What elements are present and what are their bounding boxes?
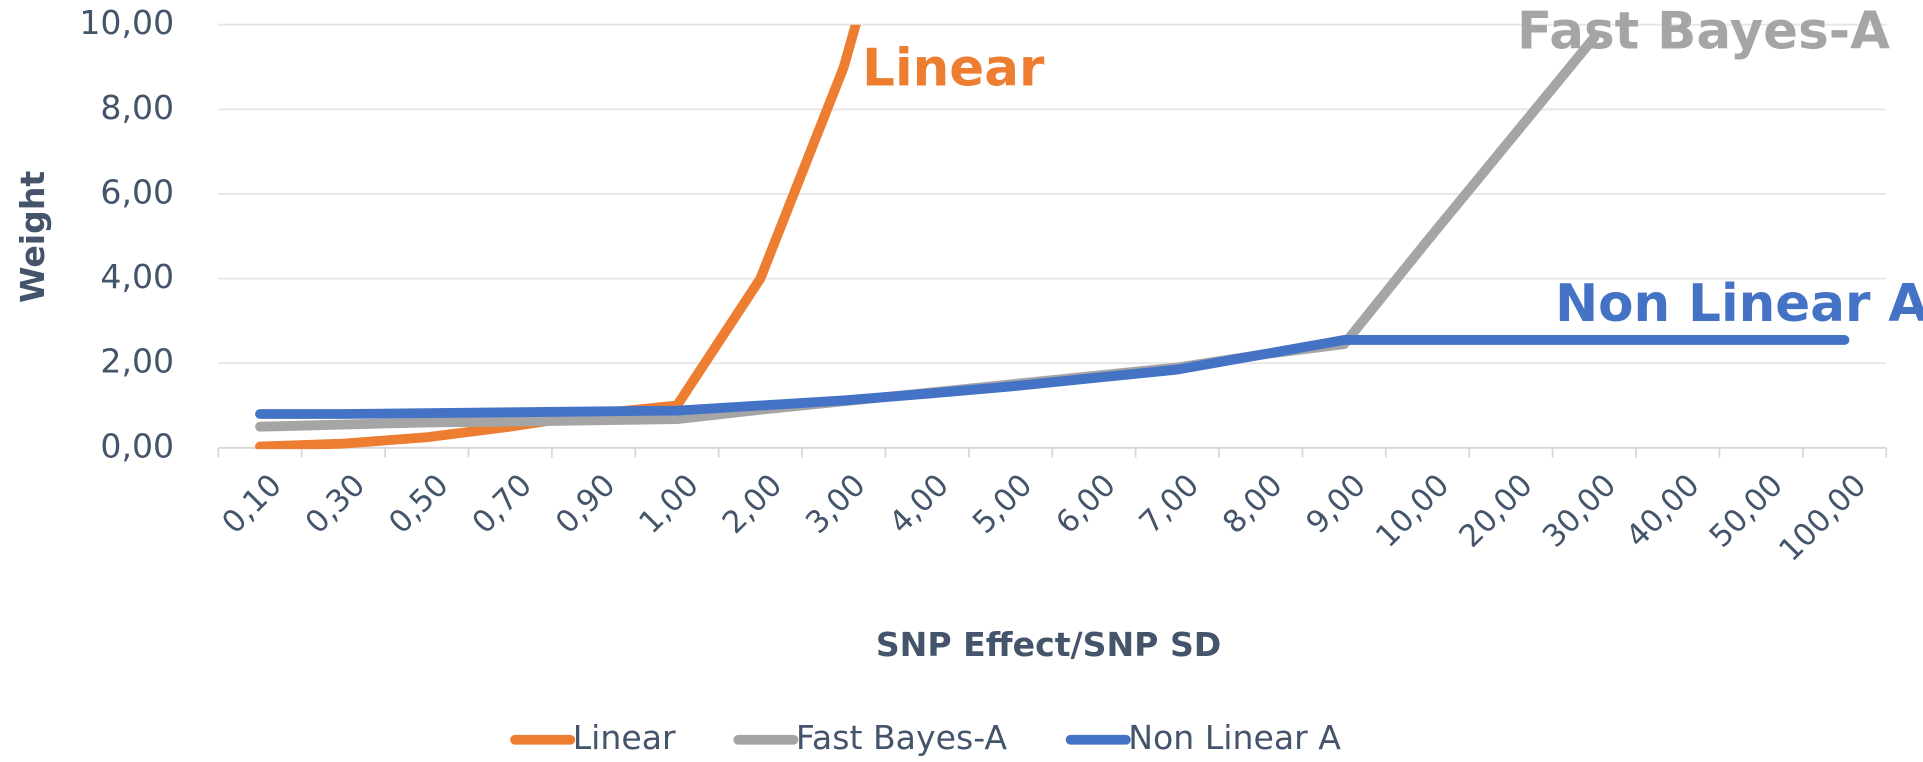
- series-line: [255, 24, 861, 450]
- x-tick-label: 20,00: [1453, 468, 1540, 555]
- plot-area: [255, 24, 1850, 450]
- x-tick-label: 100,00: [1773, 468, 1874, 569]
- legend-label: Non Linear A: [1128, 718, 1341, 757]
- series-line: [255, 335, 1850, 419]
- x-tick-label: 10,00: [1370, 468, 1457, 555]
- legend-label: Linear: [573, 718, 676, 757]
- x-tick-label: 8,00: [1217, 468, 1290, 541]
- x-tick-label: 0,10: [216, 468, 289, 541]
- y-tick-label: 10,00: [79, 3, 174, 42]
- x-tick-label: 1,00: [633, 468, 706, 541]
- x-tick-label: 9,00: [1300, 468, 1373, 541]
- x-axis-title: SNP Effect/SNP SD: [876, 625, 1221, 664]
- x-tick-label: 0,30: [299, 468, 372, 541]
- x-tick-label: 0,50: [383, 468, 456, 541]
- legend-label: Fast Bayes-A: [796, 718, 1007, 757]
- x-tick-label: 5,00: [966, 468, 1039, 541]
- annotation: Linear: [862, 38, 1045, 98]
- y-axis-title: Weight: [13, 171, 52, 303]
- y-tick-label: 0,00: [100, 426, 174, 465]
- x-tick-label: 40,00: [1620, 468, 1707, 555]
- annotation: Non Linear A: [1555, 274, 1923, 334]
- y-tick-label: 2,00: [100, 342, 174, 381]
- x-tick-label: 0,70: [466, 468, 539, 541]
- x-tick-label: 4,00: [883, 468, 956, 541]
- y-tick-label: 6,00: [100, 172, 174, 211]
- x-tick-label: 0,90: [549, 468, 622, 541]
- x-tick-label: 2,00: [716, 468, 789, 541]
- x-tick-label: 7,00: [1133, 468, 1206, 541]
- y-tick-label: 4,00: [100, 257, 174, 296]
- x-tick-label: 6,00: [1050, 468, 1123, 541]
- annotation: Fast Bayes-A: [1517, 2, 1890, 62]
- y-tick-label: 8,00: [100, 88, 174, 127]
- x-tick-label: 3,00: [800, 468, 873, 541]
- x-tick-label: 30,00: [1536, 468, 1623, 555]
